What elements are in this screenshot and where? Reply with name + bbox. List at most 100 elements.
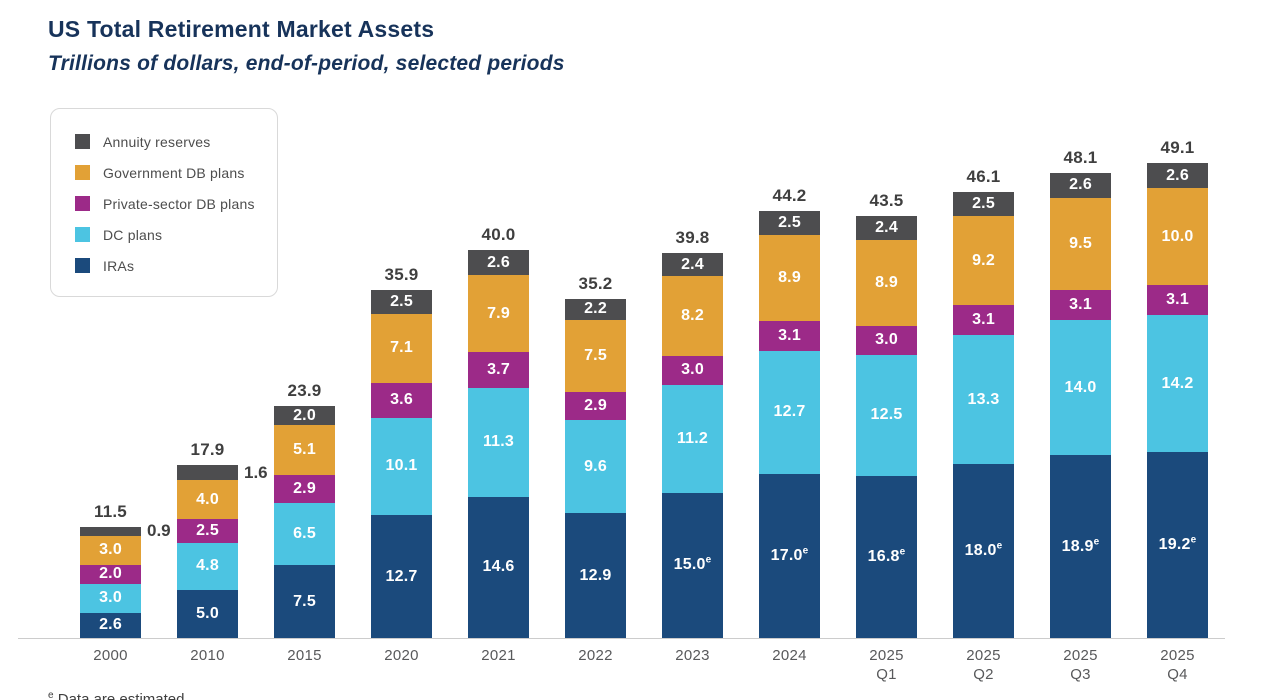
bar-segment: 4.8 <box>177 543 238 590</box>
segment-value-label: 2.5 <box>196 522 219 540</box>
segment-value-label: 2.6 <box>1166 166 1189 184</box>
legend-label: Government DB plans <box>103 164 245 181</box>
bar-total-label: 17.9 <box>190 439 225 459</box>
bar-group: 17.9 1.6 4.0 2.5 4.8 5.0 <box>159 0 268 638</box>
estimated-superscript: e <box>996 540 1003 552</box>
x-axis-tick-label: 2025 Q1 <box>838 647 935 685</box>
segment-value-label: 4.8 <box>196 557 219 575</box>
bar-segment: 7.1 <box>371 314 432 383</box>
chart-subtitle: Trillions of dollars, end-of-period, sel… <box>48 52 565 75</box>
segment-value-label: 3.7 <box>487 360 510 378</box>
segment-value-label: 14.0 <box>1064 378 1097 396</box>
x-axis-tick-line: 2010 <box>190 647 225 664</box>
bar-segment: 2.6 <box>1147 163 1208 189</box>
segment-value-label: 8.9 <box>778 268 801 286</box>
bar-segment: 14.6 <box>468 496 529 638</box>
x-axis-tick-label: 2010 <box>159 647 256 685</box>
segment-value-label: 6.5 <box>293 525 316 543</box>
segment-value-label: 2.5 <box>778 213 801 231</box>
segment-value-label: 5.1 <box>293 440 316 458</box>
x-axis-tick-line: 2025 <box>1063 647 1098 664</box>
segment-value-label: 4.0 <box>196 490 219 508</box>
bar-segment: 2.9 <box>274 474 335 503</box>
legend-item: Government DB plans <box>75 157 259 188</box>
bar-stack: 2.4 8.9 3.0 12.5 16.8e <box>856 216 917 638</box>
segment-value-label: 18.0e <box>964 540 1003 559</box>
bar-segment: 9.2 <box>953 216 1014 306</box>
bar-stack: 2.5 8.9 3.1 12.7 17.0e <box>759 210 820 638</box>
bar-segment: 2.6 <box>1050 172 1111 199</box>
bar-segment: 8.9 <box>759 234 820 321</box>
bar-segment: 3.1 <box>1147 285 1208 316</box>
x-axis-tick-line: 2015 <box>287 647 322 664</box>
bar-segment: 2.5 <box>953 192 1014 217</box>
legend-item: DC plans <box>75 219 259 250</box>
bar-segment: 3.0 <box>80 535 141 565</box>
x-axis-tick-label: 2020 <box>353 647 450 685</box>
x-axis-tick-line: Q1 <box>876 665 897 683</box>
legend-label: Private-sector DB plans <box>103 195 255 212</box>
estimated-superscript: e <box>899 546 906 558</box>
segment-value-label: 19.2e <box>1158 534 1197 554</box>
bar-total-label: 39.8 <box>675 228 710 248</box>
segment-value-label: 14.6 <box>482 558 515 576</box>
footnote-text: Data are estimated <box>53 691 185 700</box>
x-axis-tick-label: 2024 <box>741 647 838 685</box>
segment-value-label: 3.1 <box>1166 291 1189 309</box>
bar-segment: 2.6 <box>80 612 141 638</box>
bar-segment: 2.4 <box>662 253 723 277</box>
bar-segment: 3.1 <box>1050 289 1111 320</box>
bar-segment: 3.1 <box>953 305 1014 336</box>
legend-label: DC plans <box>103 226 163 243</box>
segment-value-label: 3.0 <box>99 541 122 559</box>
legend-item: Private-sector DB plans <box>75 188 259 219</box>
segment-value-label-outside: 0.9 <box>147 521 171 541</box>
segment-value-label: 12.9 <box>579 566 612 584</box>
segment-value-label: 14.2 <box>1161 374 1194 392</box>
segment-value-label: 3.1 <box>1069 295 1092 313</box>
segment-value-label: 10.0 <box>1161 227 1194 245</box>
segment-value-label: 3.1 <box>972 311 995 329</box>
legend-swatch-icon <box>75 134 90 149</box>
bar-total-label: 43.5 <box>869 191 904 211</box>
segment-value-label: 3.0 <box>99 589 122 607</box>
segment-value-label-outside: 1.6 <box>244 462 268 482</box>
chart-title: US Total Retirement Market Assets <box>48 16 435 42</box>
bar-segment: 5.0 <box>177 589 238 638</box>
segment-value-label: 2.6 <box>487 253 510 271</box>
bar-total-label: 49.1 <box>1160 138 1195 158</box>
bar-segment: 9.6 <box>565 420 626 514</box>
segment-value-label: 11.2 <box>676 429 709 447</box>
bar-segment <box>80 526 141 536</box>
x-axis-tick-label: 2000 <box>62 647 159 685</box>
segment-value-label: 8.2 <box>681 307 704 325</box>
bar-group: 23.9 2.0 5.1 2.9 6.5 7.5 <box>256 0 353 638</box>
bar-segment: 3.0 <box>856 325 917 355</box>
bar-segment: 4.0 <box>177 480 238 520</box>
x-axis-tick-line: Q2 <box>973 665 994 683</box>
bar-segment: 3.1 <box>759 320 820 351</box>
bar-segment: 7.5 <box>274 565 335 638</box>
bars-row: 11.5 0.9 3.0 2.0 3.0 2.6 17.9 1.6 4.0 2.5 4.8 5.0 23… <box>62 0 1226 638</box>
x-axis-tick-line: 2023 <box>675 647 710 664</box>
bar-segment: 2.0 <box>80 564 141 584</box>
chart-header: US Total Retirement Market Assets Trilli… <box>48 16 565 76</box>
segment-value-label: 9.2 <box>972 251 995 269</box>
bar-segment: 2.4 <box>856 216 917 240</box>
bar-segment <box>177 464 238 481</box>
segment-value-label: 2.0 <box>99 565 122 583</box>
legend-swatch-icon <box>75 196 90 211</box>
x-axis-tick-line: Q3 <box>1070 665 1091 683</box>
x-axis-tick-line: 2000 <box>93 647 128 664</box>
bar-segment: 2.6 <box>468 250 529 276</box>
segment-value-label: 12.7 <box>773 403 806 421</box>
segment-value-label: 3.1 <box>778 326 801 344</box>
legend-box: Annuity reserves Government DB plans Priva… <box>50 108 278 297</box>
bar-segment: 11.3 <box>468 387 529 497</box>
x-axis-tick-label: 2025 Q3 <box>1032 647 1129 685</box>
bar-segment: 17.0e <box>759 473 820 638</box>
bar-segment: 14.2 <box>1147 315 1208 453</box>
x-axis-tick-line: 2021 <box>481 647 516 664</box>
segment-value-label: 2.6 <box>1069 176 1092 194</box>
segment-value-label: 13.3 <box>967 390 1000 408</box>
